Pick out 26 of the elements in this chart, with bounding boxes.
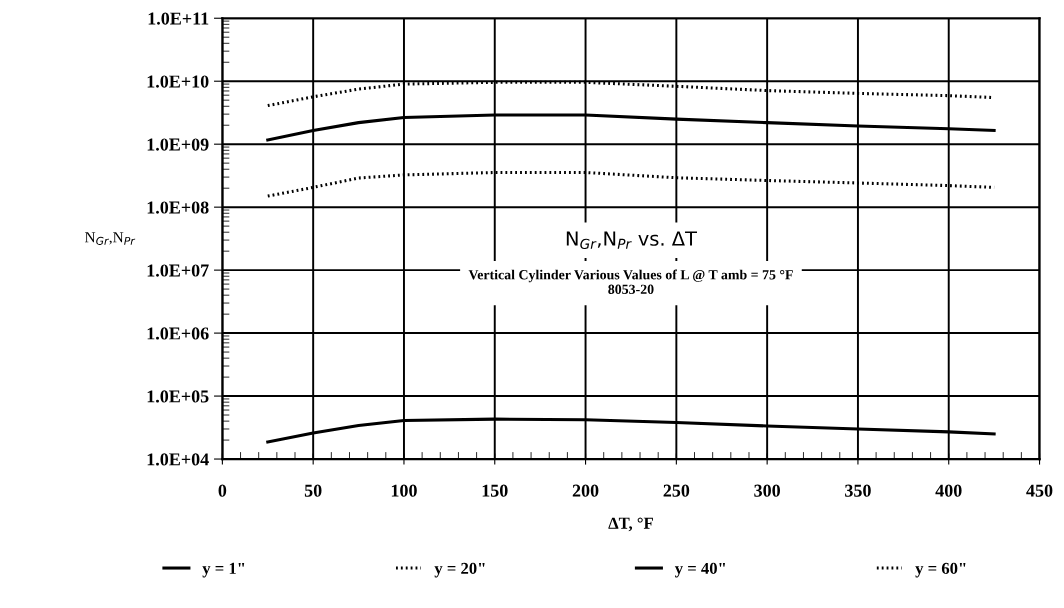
legend-label: y = 40" <box>674 562 725 578</box>
y-tick-label: 1.0E+11 <box>148 12 209 25</box>
y-tick-label: 1.0E+04 <box>147 453 209 466</box>
text: Vertical Cylinder Various Values of L @ T amb = 75 °F 8053-20 <box>468 269 793 294</box>
x-tick-label: 150 <box>482 484 508 497</box>
legend-label: y = 60" <box>915 562 966 578</box>
x-tick-label: 100 <box>391 484 417 497</box>
x-axis-title: ΔT, °F <box>608 517 653 532</box>
y-tick-label: 1.0E+05 <box>147 390 209 403</box>
x-tick-label: 450 <box>1026 484 1053 497</box>
y-axis-title: N$_{Gr}$,N$_{Pr}$ <box>84 232 136 245</box>
x-tick-label: 50 <box>304 484 322 497</box>
y-tick-label: 1.0E+06 <box>147 327 209 340</box>
y-tick-label: 1.0E+08 <box>147 201 209 214</box>
x-tick-label: 300 <box>754 484 780 497</box>
x-tick-label: 0 <box>218 484 227 497</box>
x-tick-label: 250 <box>663 484 690 497</box>
y-tick-label: 1.0E+10 <box>147 75 209 88</box>
y-tick-label: 1.0E+09 <box>147 138 209 151</box>
text: N$_{Gr}$,N$_{Pr}$ vs. ΔT <box>566 231 698 249</box>
x-tick-label: 200 <box>572 484 599 497</box>
x-tick-label: 400 <box>935 484 962 497</box>
y-tick-label: 1.0E+07 <box>147 264 209 277</box>
legend-label: y = 1" <box>202 562 245 578</box>
x-tick-label: 350 <box>845 484 871 497</box>
legend-label: y = 20" <box>434 562 485 578</box>
